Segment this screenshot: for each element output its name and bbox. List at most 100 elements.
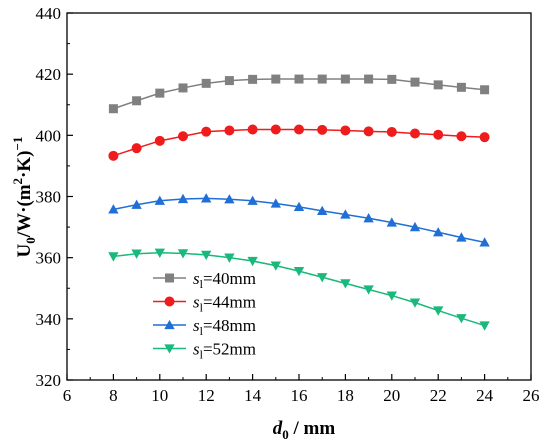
legend-label: sl=48mm <box>193 316 256 338</box>
data-point <box>317 74 327 84</box>
data-point <box>247 195 258 205</box>
x-tick-label: 18 <box>337 386 354 405</box>
data-point <box>363 285 374 295</box>
x-tick-label: 26 <box>523 386 540 405</box>
data-point <box>317 124 328 135</box>
data-point <box>386 291 397 301</box>
data-point <box>108 104 118 114</box>
series <box>108 193 490 247</box>
data-point <box>294 124 304 135</box>
data-point <box>363 213 374 223</box>
data-point <box>164 319 175 330</box>
data-point <box>340 209 351 219</box>
data-point <box>201 126 212 137</box>
data-point <box>271 74 281 84</box>
data-point <box>479 237 490 247</box>
series <box>108 74 490 114</box>
x-tick-label: 8 <box>109 386 118 405</box>
x-tick-label: 16 <box>291 386 308 405</box>
series <box>108 248 490 331</box>
data-point <box>154 195 165 205</box>
data-point <box>132 96 142 106</box>
data-point <box>201 193 212 203</box>
x-tick-label: 14 <box>244 386 262 405</box>
series-layer <box>108 74 490 331</box>
data-point <box>433 306 444 316</box>
y-tick-label: 360 <box>36 249 62 268</box>
y-tick-label: 380 <box>36 188 62 207</box>
data-point <box>293 266 305 277</box>
data-point <box>293 201 305 212</box>
data-point <box>456 82 466 92</box>
legend-label: sl=40mm <box>193 269 256 291</box>
data-point <box>247 124 258 135</box>
data-point <box>155 88 165 98</box>
plot-axes: 6 8 10 12 14 16 18 20 22 24 26 320 340 360 380 400 420 44… <box>36 4 540 405</box>
data-point <box>131 199 142 209</box>
data-point <box>201 78 211 88</box>
data-point <box>154 248 165 258</box>
x-tick-label: 24 <box>476 386 494 405</box>
data-point <box>178 131 188 142</box>
data-point <box>164 296 175 307</box>
data-point <box>177 249 189 259</box>
data-point <box>340 74 350 84</box>
legend-item: sl=40mm <box>153 269 256 291</box>
legend-item: sl=44mm <box>153 293 256 315</box>
data-point <box>178 83 188 93</box>
x-tick-label: 20 <box>383 386 400 405</box>
data-point <box>456 232 467 242</box>
data-point <box>410 128 420 139</box>
data-point <box>479 132 490 143</box>
data-point <box>201 250 212 261</box>
legend-label: sl=52mm <box>193 340 256 362</box>
data-point <box>224 125 235 136</box>
data-point <box>164 344 175 354</box>
data-point <box>248 74 258 84</box>
data-point <box>363 126 374 137</box>
data-point <box>224 253 235 263</box>
series-line <box>113 252 485 327</box>
data-point <box>294 74 304 84</box>
data-point <box>270 124 281 135</box>
y-tick-label: 320 <box>36 371 62 390</box>
legend-label: sl=44mm <box>193 293 256 315</box>
data-point <box>456 131 467 142</box>
y-tick-label: 420 <box>36 65 62 84</box>
series <box>108 124 490 161</box>
data-point <box>340 279 351 289</box>
x-tick-label: 6 <box>63 386 72 405</box>
data-point <box>479 321 490 331</box>
x-axis-label: d0 / mm <box>273 418 336 442</box>
data-point <box>410 77 420 87</box>
data-point <box>224 76 234 86</box>
data-point <box>433 227 444 237</box>
legend-item: sl=52mm <box>153 340 256 362</box>
data-point <box>177 193 189 204</box>
data-point <box>247 256 258 267</box>
legend-item: sl=48mm <box>153 316 256 338</box>
data-point <box>165 273 174 283</box>
y-tick-label: 440 <box>36 4 62 23</box>
data-point <box>409 298 421 308</box>
data-point <box>131 249 142 259</box>
data-point <box>224 194 235 204</box>
data-point <box>386 126 397 137</box>
data-point <box>131 143 142 154</box>
data-point <box>317 205 328 216</box>
data-point <box>480 85 490 95</box>
x-tick-label: 12 <box>198 386 215 405</box>
x-tick-label: 22 <box>430 386 447 405</box>
data-point <box>317 273 328 283</box>
data-point <box>387 74 397 84</box>
plot-frame <box>66 12 532 381</box>
data-point <box>364 74 374 84</box>
y-tick-label: 340 <box>36 310 62 329</box>
data-point <box>270 261 281 271</box>
x-tick-label: 10 <box>151 386 168 405</box>
data-point <box>108 252 119 262</box>
data-point <box>270 198 281 208</box>
data-point <box>108 150 119 161</box>
